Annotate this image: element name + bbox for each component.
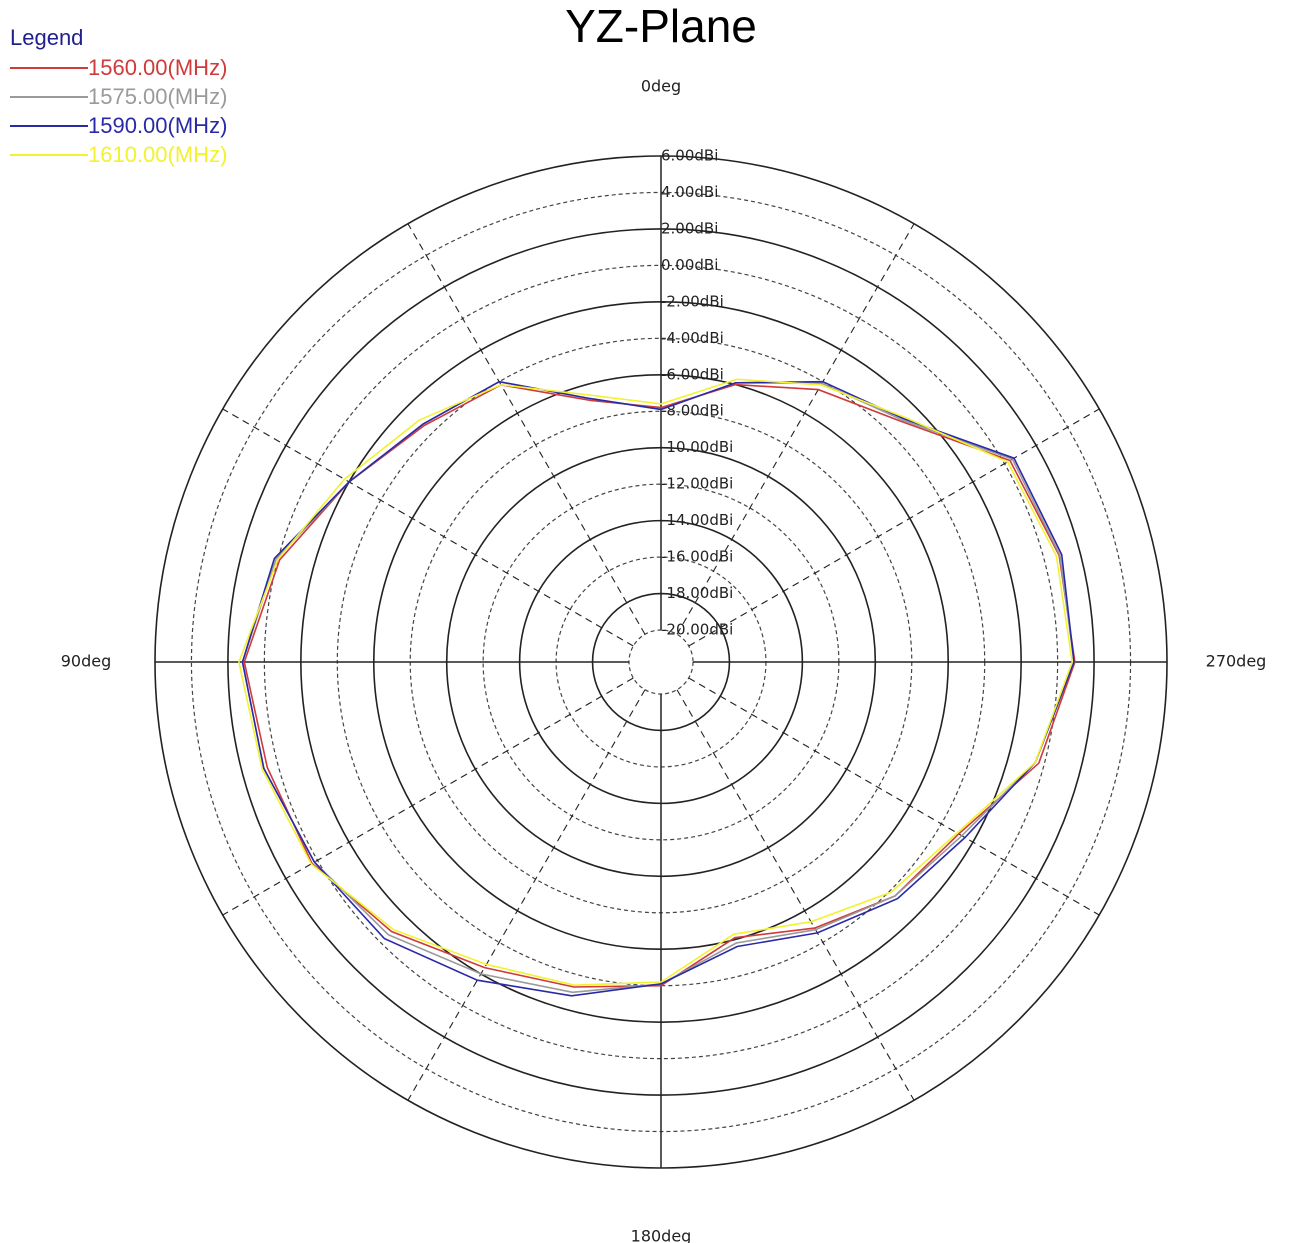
- r-tick-label: 4.00dBi: [661, 183, 718, 201]
- r-tick-label: 2.00dBi: [661, 219, 718, 237]
- spoke: [407, 223, 646, 635]
- spoke: [676, 689, 915, 1101]
- legend-label: 1575.00(MHz): [88, 84, 227, 109]
- legend-label: 1560.00(MHz): [88, 55, 227, 80]
- series-line: [241, 380, 1075, 997]
- r-tick-label: -6.00dBi: [661, 365, 724, 383]
- spoke: [407, 689, 646, 1101]
- spoke: [688, 677, 1100, 916]
- r-tick-label: -12.00dBi: [661, 475, 733, 493]
- spoke: [222, 677, 634, 916]
- r-tick-label: -2.00dBi: [661, 292, 724, 310]
- r-tick-label: 6.00dBi: [661, 147, 718, 165]
- chart-title: YZ-Plane: [565, 0, 757, 52]
- r-tick-label: -20.00dBi: [661, 621, 733, 639]
- angle-label: 180deg: [631, 1227, 692, 1243]
- legend-label: 1590.00(MHz): [88, 113, 227, 138]
- series-line: [243, 383, 1076, 988]
- r-tick-label: -4.00dBi: [661, 329, 724, 347]
- angle-label: 0deg: [641, 77, 681, 96]
- r-tick-label: -14.00dBi: [661, 511, 733, 529]
- spoke: [688, 408, 1100, 647]
- grid-circle: [628, 629, 694, 695]
- r-tick-label: 0.00dBi: [661, 256, 718, 274]
- legend-title: Legend: [10, 25, 83, 50]
- r-tick-label: -18.00dBi: [661, 584, 733, 602]
- angle-label: 270deg: [1206, 652, 1267, 671]
- r-tick-label: -8.00dBi: [661, 402, 724, 420]
- series-line: [238, 378, 1074, 987]
- series-line: [241, 380, 1075, 994]
- r-tick-label: -10.00dBi: [661, 438, 733, 456]
- angle-label: 90deg: [61, 652, 112, 671]
- legend-label: 1610.00(MHz): [88, 142, 227, 167]
- spoke: [676, 223, 915, 635]
- r-tick-label: -16.00dBi: [661, 548, 733, 566]
- spoke: [222, 408, 634, 647]
